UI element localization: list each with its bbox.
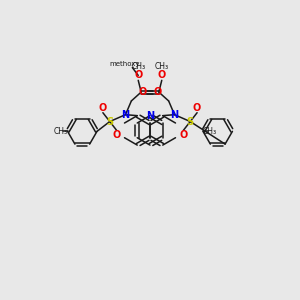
Text: O: O — [138, 87, 146, 97]
Text: O: O — [112, 130, 121, 140]
Text: CH₃: CH₃ — [131, 62, 145, 71]
Text: O: O — [158, 70, 166, 80]
Text: O: O — [154, 87, 162, 97]
Text: S: S — [187, 116, 194, 127]
Text: N: N — [122, 110, 130, 120]
Text: CH₃: CH₃ — [203, 127, 217, 136]
Text: O: O — [99, 103, 107, 113]
Text: N: N — [146, 111, 154, 121]
Text: CH₃: CH₃ — [54, 127, 68, 136]
Text: N: N — [170, 110, 178, 120]
Text: O: O — [193, 103, 201, 113]
Text: O: O — [179, 130, 188, 140]
Text: CH₃: CH₃ — [155, 62, 169, 71]
Text: O: O — [134, 70, 142, 80]
Text: S: S — [106, 116, 113, 127]
Text: methoxy: methoxy — [109, 61, 140, 67]
